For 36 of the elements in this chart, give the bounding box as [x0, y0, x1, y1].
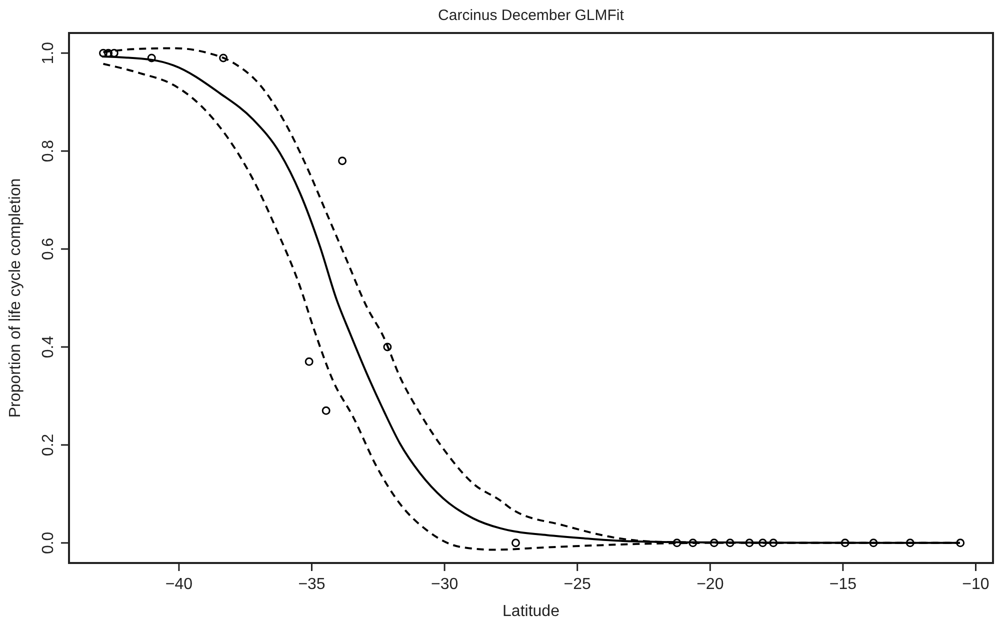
y-axis-title: Proportion of life cycle completion: [7, 178, 24, 418]
y-tick-label: 0.4: [40, 336, 57, 358]
point: [147, 54, 156, 62]
point: [769, 538, 778, 548]
point: [688, 538, 698, 548]
point: [906, 538, 914, 548]
point: [672, 538, 682, 548]
point: [758, 538, 767, 548]
x-tick-label: −30: [430, 576, 458, 593]
x-axis-title: Latitude: [502, 603, 560, 620]
x-tick-label: −10: [962, 576, 990, 593]
y-tick-label: 0.8: [40, 140, 57, 162]
point: [110, 48, 118, 58]
point: [840, 538, 850, 548]
point: [745, 538, 754, 548]
point: [383, 342, 392, 352]
x-tick-label: −20: [696, 576, 724, 593]
point: [304, 357, 314, 366]
point: [511, 538, 520, 548]
point: [726, 538, 734, 548]
point: [956, 538, 965, 548]
x-tick-label: −40: [165, 576, 193, 593]
x-tick-label: −25: [564, 576, 592, 593]
point: [219, 54, 228, 62]
y-tick-label: 0.2: [40, 434, 57, 456]
point: [710, 538, 718, 548]
point: [338, 156, 347, 166]
point: [99, 48, 108, 58]
y-tick-label: 0.0: [40, 532, 57, 554]
y-tick-label: 1.0: [40, 42, 57, 64]
x-tick-label: −35: [298, 576, 326, 593]
y-tick-label: 0.6: [40, 238, 57, 260]
point: [869, 538, 878, 548]
x-tick-label: −15: [829, 576, 857, 593]
point: [322, 406, 330, 415]
chart-title: Carcinus December GLMFit: [438, 7, 625, 24]
